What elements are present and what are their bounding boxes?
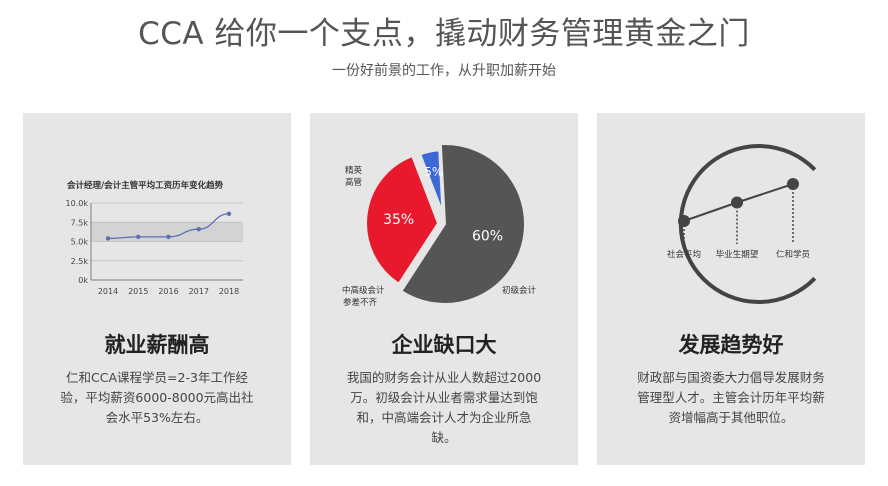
page-subtitle: 一份好前景的工作，从升职加薪开始 (332, 63, 556, 79)
pie-percent-label: 60% (472, 228, 503, 244)
pie-slice (365, 154, 440, 286)
page-title: CCA 给你一个支点，撬动财务管理黄金之门 (138, 16, 750, 52)
pie-slice (418, 149, 444, 213)
salary-point (226, 211, 232, 216)
x-tick-label: 2017 (189, 287, 209, 296)
desc-line: 我国的财务会计从业人数超过2000 (346, 370, 542, 385)
card-title-salary: 就业薪酬高 (104, 333, 210, 357)
card-desc-trend: 财政部与国资委大力倡导发展财务 管理型人才。主管会计历年平均薪 资增幅高于其他职… (631, 368, 831, 428)
growth-category-label: 毕业生期望 (716, 249, 759, 260)
salary-line-chart: 会计经理/会计主管平均工资历年变化趋势 0k 2.5k 5.0k 7.5k 10.0k 2… (66, 180, 243, 296)
pie-label-junior: 初级会计 (502, 285, 537, 296)
y-tick-label: 7.5k (71, 218, 89, 227)
x-tick-label: 2016 (158, 287, 178, 296)
pie-label-mid-2: 参差不齐 (343, 297, 378, 308)
desc-line: 财政部与国资委大力倡导发展财务 (637, 370, 825, 385)
desc-line: 仁和CCA课程学员=2-3年工作经 (66, 370, 248, 385)
card-demand: 60% 35% 5% 精英 高管 中高级会计 参差不齐 初级会计 企业缺口大 我国的… (310, 113, 578, 465)
desc-line: 管理型人才。主管会计历年平均薪 (637, 390, 825, 405)
growth-point (731, 196, 743, 209)
card-title-demand: 企业缺口大 (391, 333, 497, 357)
y-tick-label: 2.5k (71, 257, 89, 266)
growth-category-label: 社会平均 (667, 249, 701, 260)
card-desc-demand: 我国的财务会计从业人数超过2000 万。初级会计从业者需求量达到饱 和，中高端会… (344, 368, 544, 448)
salary-point (136, 234, 141, 240)
growth-graphic: 社会平均 毕业生期望 仁和学员 (667, 144, 817, 304)
desc-line: 缺。 (431, 430, 457, 445)
accountant-pie-chart: 60% 35% 5% 精英 高管 中高级会计 参差不齐 初级会计 (342, 143, 537, 308)
growth-category-label: 仁和学员 (776, 249, 810, 260)
salary-point (196, 226, 201, 232)
x-tick-label: 2018 (219, 287, 239, 296)
desc-line: 会水平53%左右。 (105, 410, 209, 425)
salary-point (105, 236, 111, 241)
desc-line: 验，平均薪资6000-8000元高出社 (60, 390, 254, 405)
growth-arc (678, 144, 817, 304)
salary-chart-title: 会计经理/会计主管平均工资历年变化趋势 (66, 180, 224, 191)
card-trend: 社会平均 毕业生期望 仁和学员 发展趋势好 财政部与国资委大力倡导发展财务 管理型人… (597, 113, 865, 465)
card-desc-salary: 仁和CCA课程学员=2-3年工作经 验，平均薪资6000-8000元高出社 会水… (57, 368, 257, 428)
salary-chart-plot: 0k 2.5k 5.0k 7.5k 10.0k 2014 2015 2016 2017 2018 (66, 199, 243, 296)
growth-point (678, 215, 690, 227)
y-tick-label: 5.0k (71, 238, 89, 247)
pie-label-mid-1: 中高级会计 (342, 285, 385, 296)
card-salary: 会计经理/会计主管平均工资历年变化趋势 0k 2.5k 5.0k 7.5k 10.0k 2… (23, 113, 291, 465)
desc-line: 资增幅高于其他职位。 (668, 410, 794, 425)
y-tick-label: 10.0k (66, 199, 89, 208)
pie-percent-label: 35% (383, 212, 414, 228)
salary-point (166, 234, 171, 240)
x-tick-label: 2015 (128, 287, 148, 296)
pie-label-elite-2: 高管 (345, 177, 362, 188)
x-tick-label: 2014 (98, 287, 118, 296)
growth-point (787, 178, 799, 190)
desc-line: 万。初级会计从业者需求量达到饱 (350, 390, 538, 405)
desc-line: 和，中高端会计人才为企业所急 (356, 410, 532, 425)
card-title-trend: 发展趋势好 (678, 333, 784, 357)
pie-percent-label: 5% (424, 165, 443, 179)
pie-slice (400, 143, 526, 305)
pie-label-elite-1: 精英 (345, 165, 363, 176)
y-tick-label: 0k (78, 276, 88, 285)
